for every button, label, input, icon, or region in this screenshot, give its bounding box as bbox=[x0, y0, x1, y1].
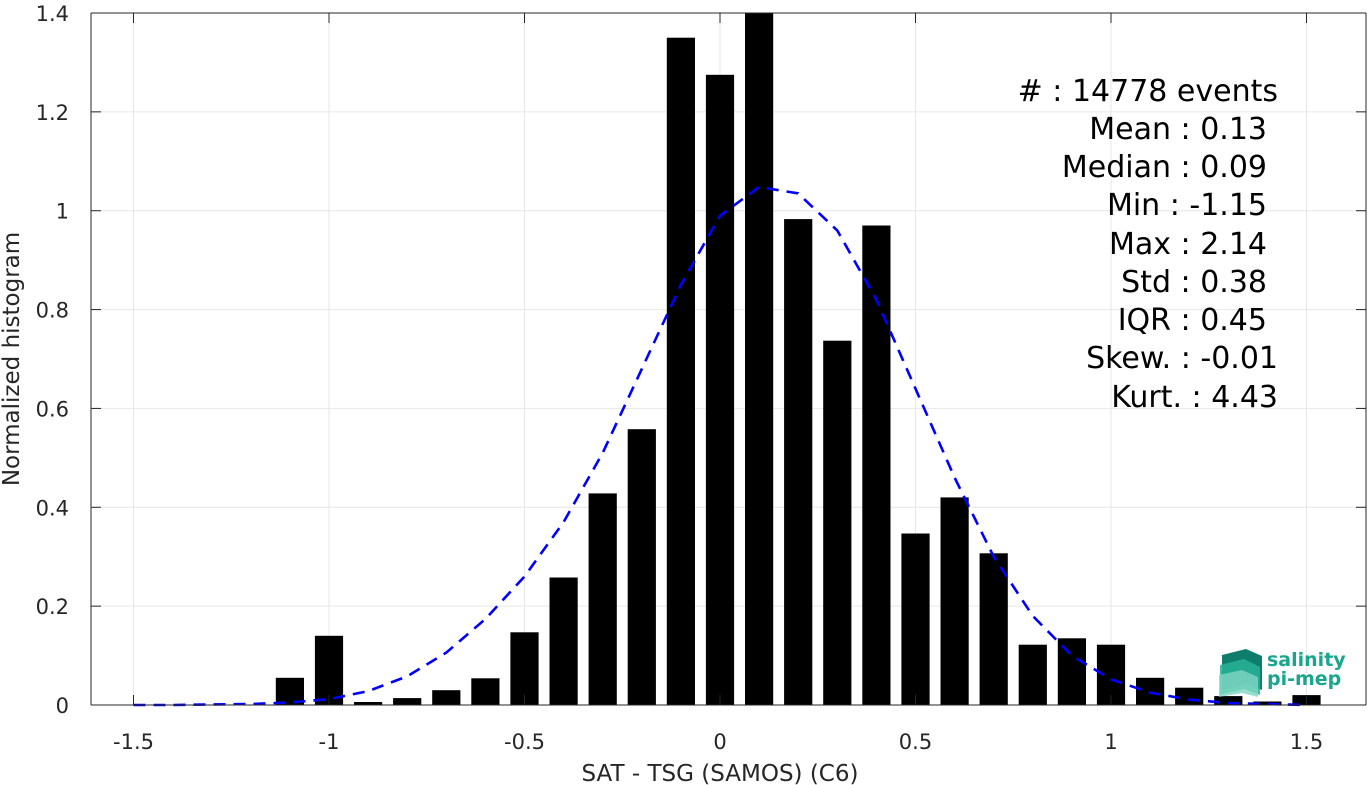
logo-text-salinity: salinity bbox=[1267, 649, 1346, 671]
stat-max: Max : 2.14 bbox=[1109, 227, 1267, 262]
y-tick-label: 1.2 bbox=[36, 101, 69, 125]
histogram-bar bbox=[784, 219, 813, 705]
y-tick-label: 1.4 bbox=[36, 2, 69, 26]
x-axis-label: SAT - TSG (SAMOS) (C6) bbox=[582, 761, 859, 785]
x-tick-label: -1 bbox=[319, 730, 340, 754]
y-axis-label: Normalized histogram bbox=[0, 232, 25, 486]
x-tick-label: 0 bbox=[713, 730, 726, 754]
histogram-bar bbox=[1214, 696, 1243, 705]
statistics-annotation: # : 14778 events Mean : 0.13 Median : 0.… bbox=[1018, 74, 1278, 415]
histogram-bar bbox=[354, 702, 383, 705]
histogram-bar bbox=[745, 13, 774, 705]
histogram-bar bbox=[1253, 701, 1282, 705]
histogram-bar bbox=[627, 429, 656, 705]
histogram-bar bbox=[471, 678, 500, 705]
gaussian-fit-curve bbox=[133, 185, 1307, 707]
histogram-bar bbox=[588, 493, 617, 705]
histogram-bar bbox=[705, 74, 735, 706]
histogram-bar bbox=[314, 635, 344, 705]
x-tick-label: -0.5 bbox=[504, 730, 545, 754]
y-tick-label: 0.8 bbox=[36, 299, 69, 323]
stat-events: # : 14778 events bbox=[1018, 74, 1278, 109]
logo-wave-icon bbox=[1219, 649, 1262, 697]
histogram-bar bbox=[1018, 644, 1047, 705]
salinity-pimep-logo: salinity pi-mep bbox=[1219, 649, 1346, 697]
axes-frame bbox=[90, 12, 1367, 706]
y-axis-ticks: 0 0.2 0.4 0.6 0.8 1 1.2 1.4 bbox=[36, 2, 1366, 718]
x-tick-label: 0.5 bbox=[899, 730, 932, 754]
histogram-bar bbox=[510, 632, 539, 705]
x-tick-label: 1.5 bbox=[1290, 730, 1323, 754]
y-tick-label: 0.6 bbox=[36, 397, 69, 421]
y-tick-label: 0.4 bbox=[36, 496, 69, 520]
logo-text-pimep: pi-mep bbox=[1267, 668, 1341, 690]
x-axis-ticks: -1.5 -1 -0.5 0 0.5 1 1.5 bbox=[113, 13, 1323, 754]
histogram-bar bbox=[823, 340, 852, 705]
stat-std: Std : 0.38 bbox=[1121, 265, 1267, 300]
stat-mean: Mean : 0.13 bbox=[1089, 112, 1267, 147]
histogram-bar bbox=[979, 553, 1008, 705]
stat-median: Median : 0.09 bbox=[1062, 150, 1267, 185]
histogram-bar bbox=[549, 577, 578, 705]
stat-iqr: IQR : 0.45 bbox=[1118, 303, 1267, 338]
histogram-bar bbox=[862, 225, 891, 705]
y-tick-label: 1 bbox=[56, 200, 69, 224]
histogram-bar bbox=[432, 690, 461, 705]
histogram-bars bbox=[275, 13, 1321, 706]
histogram-bar bbox=[393, 698, 422, 705]
stat-min: Min : -1.15 bbox=[1107, 188, 1267, 223]
histogram-bar bbox=[940, 497, 969, 705]
y-tick-label: 0 bbox=[56, 694, 69, 718]
histogram-bar bbox=[1175, 687, 1204, 705]
stat-kurtosis: Kurt. : 4.43 bbox=[1111, 380, 1278, 415]
histogram-bar bbox=[1057, 638, 1086, 705]
histogram-bar bbox=[901, 533, 930, 705]
y-tick-label: 0.2 bbox=[36, 595, 69, 619]
stat-skewness: Skew. : -0.01 bbox=[1086, 341, 1278, 376]
x-tick-label: 1 bbox=[1104, 730, 1117, 754]
x-tick-label: -1.5 bbox=[113, 730, 154, 754]
histogram-bar bbox=[666, 37, 695, 705]
